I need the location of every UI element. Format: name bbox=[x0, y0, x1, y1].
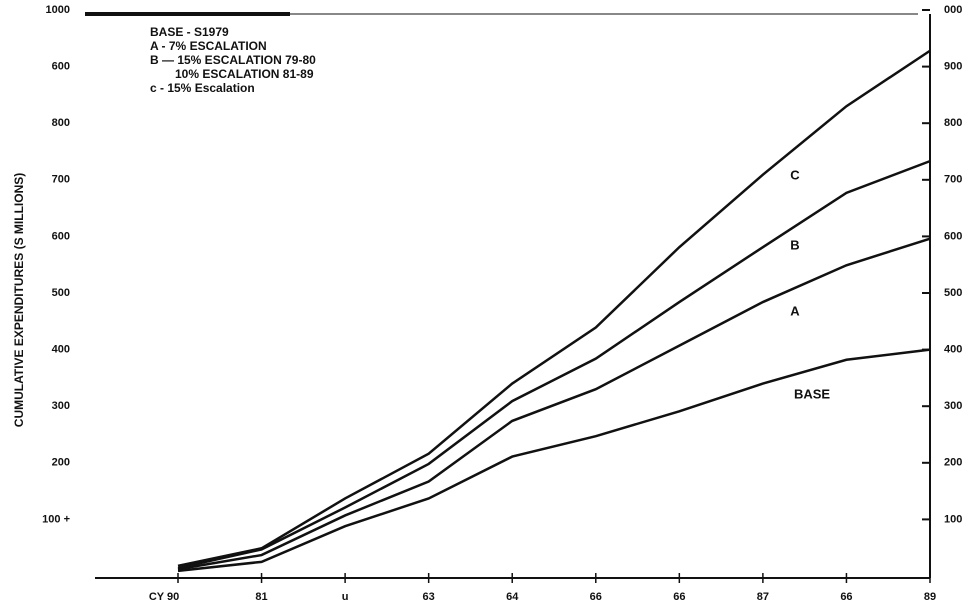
x-tick-label: 66 bbox=[590, 591, 602, 603]
x-tick-label: 87 bbox=[757, 591, 769, 603]
y-tick-label: 300 bbox=[52, 400, 70, 412]
x-tick-label: CY 90 bbox=[149, 591, 179, 603]
legend-text: B — 15% ESCALATION 79-80 bbox=[150, 53, 316, 67]
series-line bbox=[177, 49, 931, 568]
series-label: B bbox=[790, 237, 799, 252]
y2-tick-label: 800 bbox=[944, 117, 962, 129]
y2-tick-label: 300 bbox=[944, 400, 962, 412]
y2-tick-label: 200 bbox=[944, 457, 962, 469]
x-tick-label: 89 bbox=[924, 591, 936, 603]
y2-tick-label: 900 bbox=[944, 61, 962, 73]
legend-text: BASE - S1979 bbox=[150, 25, 229, 39]
series-line bbox=[177, 237, 931, 571]
y-tick-label: 500 bbox=[52, 287, 70, 299]
legend-text: c - 15% Escalation bbox=[150, 81, 255, 95]
y2-tick-label: 600 bbox=[944, 230, 962, 242]
y-tick-label: 600 bbox=[52, 230, 70, 242]
y-tick-label: 800 bbox=[52, 117, 70, 129]
legend-text: A - 7% ESCALATION bbox=[150, 39, 267, 53]
x-tick-label: 81 bbox=[255, 591, 267, 603]
x-tick-label: 66 bbox=[840, 591, 852, 603]
y2-tick-label: 700 bbox=[944, 174, 962, 186]
y2-tick-label: 100 bbox=[944, 513, 962, 525]
x-tick-label: 63 bbox=[423, 591, 435, 603]
series-line bbox=[177, 159, 931, 570]
y2-tick-label: 400 bbox=[944, 344, 962, 356]
y2-tick-label: 000 bbox=[944, 4, 962, 16]
x-tick-label: 64 bbox=[506, 591, 519, 603]
y-tick-label: 400 bbox=[52, 344, 70, 356]
y-tick-label: 600 bbox=[52, 61, 70, 73]
series-label: BASE bbox=[794, 386, 830, 401]
y-tick-label: 200 bbox=[52, 457, 70, 469]
x-tick-label: u bbox=[342, 591, 349, 603]
x-tick-label: 66 bbox=[673, 591, 685, 603]
legend-text: 10% ESCALATION 81-89 bbox=[175, 67, 314, 81]
y-tick-label: 1000 bbox=[46, 4, 70, 16]
y-axis-label: CUMULATIVE EXPENDITURES (S MILLIONS) bbox=[12, 173, 26, 427]
series-label: A bbox=[790, 303, 800, 318]
y-tick-label: 700 bbox=[52, 174, 70, 186]
series-label: C bbox=[790, 167, 800, 182]
series-line bbox=[177, 348, 931, 573]
y-tick-label: 100 + bbox=[42, 513, 70, 525]
y2-tick-label: 500 bbox=[944, 287, 962, 299]
